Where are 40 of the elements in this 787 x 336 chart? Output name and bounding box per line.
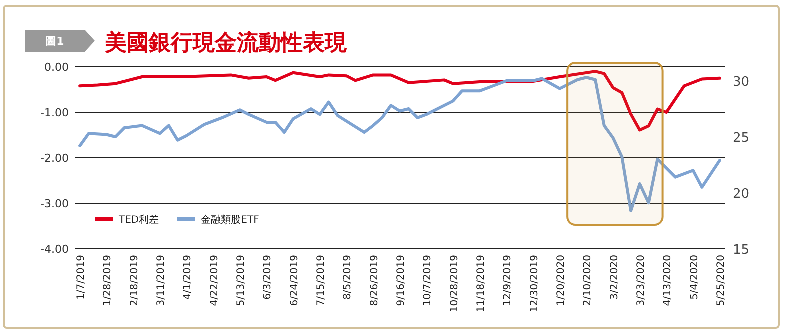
x-tick-label: 4/1/2019 (182, 255, 194, 300)
legend-label: 金融類股ETF (201, 214, 260, 226)
y-tick-label: -2.00 (40, 152, 69, 165)
x-tick-label: 5/25/2020 (716, 255, 727, 306)
line-series (78, 76, 722, 212)
x-tick-label: 1/7/2019 (76, 255, 88, 300)
x-tick-label: 5/4/2020 (689, 255, 700, 300)
x-tick-label: 11/18/2019 (476, 255, 487, 313)
x-tick-label: 10/28/2019 (449, 255, 460, 313)
x-tick-label: 7/15/2019 (316, 255, 328, 306)
y-tick-label: -1.00 (40, 106, 69, 120)
x-tick-label: 4/13/2020 (662, 255, 674, 306)
chart-title: 美國銀行現金流動性表現 (104, 30, 348, 56)
x-tick-label: 5/13/2019 (236, 255, 248, 306)
x-tick-label: 8/5/2019 (342, 255, 354, 300)
y2-tick-label: 15 (733, 243, 750, 258)
x-tick-label: 6/3/2019 (262, 255, 274, 300)
x-tick-label: 1/28/2019 (102, 255, 114, 306)
y-tick-label: -4.00 (40, 243, 69, 256)
x-tick-label: 8/26/2019 (369, 255, 380, 306)
x-tick-label: 3/11/2019 (156, 255, 168, 306)
legend-label: TED利差 (118, 214, 160, 226)
x-tick-label: 2/10/2020 (582, 255, 594, 306)
caption: 圖1 (46, 35, 64, 48)
y2-tick-label: 25 (733, 131, 750, 146)
x-tick-label: 4/22/2019 (209, 255, 220, 306)
x-tick-label: 12/30/2019 (529, 255, 540, 313)
x-tick-label: 6/24/2019 (289, 255, 300, 306)
x-tick-label: 10/7/2019 (422, 255, 434, 306)
line-series (78, 70, 722, 132)
y-tick-label: -3.00 (40, 198, 69, 210)
x-tick-label: 2/18/2019 (129, 255, 140, 306)
x-tick-label: 12/9/2019 (502, 255, 514, 306)
y2-tick-label: 20 (733, 187, 750, 202)
x-tick-label: 1/20/2020 (556, 255, 567, 306)
y-tick-label: 0.00 (44, 61, 69, 74)
x-tick-label: 3/2/2020 (609, 255, 620, 300)
x-tick-label: 3/23/2020 (636, 255, 647, 306)
y2-tick-label: 30 (733, 75, 750, 90)
x-tick-label: 9/16/2019 (396, 255, 407, 306)
